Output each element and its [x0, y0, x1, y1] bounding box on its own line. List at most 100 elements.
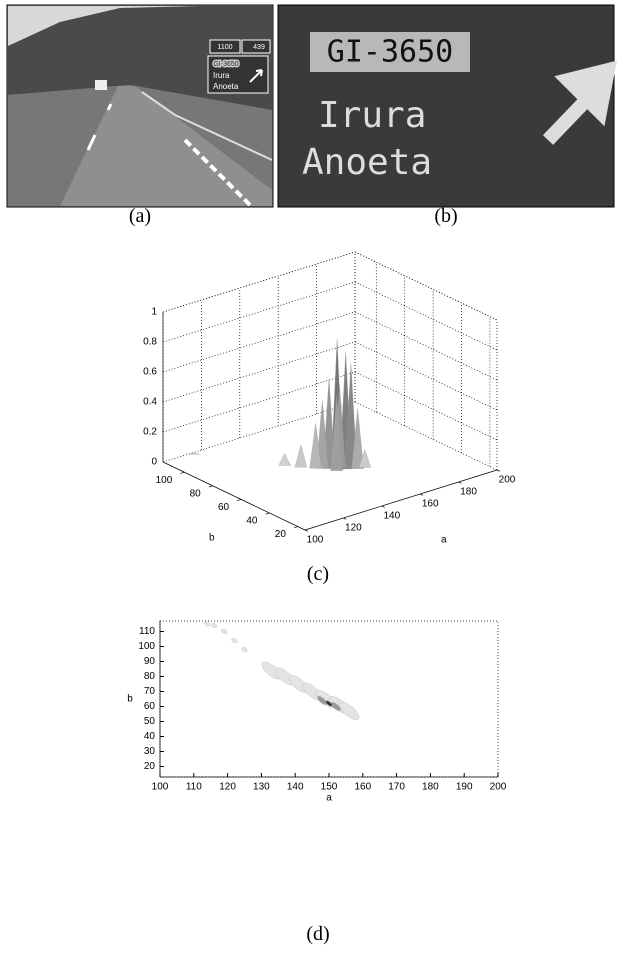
- box-edge: [354, 251, 498, 321]
- x-tick-label: 160: [422, 499, 439, 510]
- grid-line: [354, 371, 498, 441]
- x-tick-label: 170: [388, 782, 405, 793]
- y-tick-label: 40: [144, 731, 156, 742]
- tick-mark: [180, 471, 185, 474]
- grid-line: [354, 311, 498, 381]
- caption: (b): [434, 205, 457, 227]
- photo-a: [6, 4, 274, 208]
- grid-line: [354, 341, 498, 411]
- sign-town: Anoeta: [302, 142, 432, 183]
- z-tick-label: 0: [151, 457, 157, 468]
- tick-mark: [304, 529, 308, 532]
- y-tick-label: 80: [144, 671, 156, 682]
- y-tick-label: 20: [144, 761, 156, 772]
- grid-line: [162, 401, 356, 463]
- contour-blob: [325, 700, 333, 707]
- surface-spike: [294, 444, 308, 468]
- x-tick-label: 100: [152, 782, 169, 793]
- y-tick-label: 40: [246, 516, 258, 527]
- contour-blob: [330, 701, 341, 712]
- x-axis-label: a: [441, 535, 447, 546]
- surface-spike: [351, 408, 364, 469]
- z-tick-label: 0.6: [143, 367, 157, 378]
- surface-spike: [188, 452, 201, 455]
- tick-mark: [458, 481, 462, 484]
- z-tick-label: 1: [151, 307, 157, 318]
- tick-mark: [343, 517, 347, 520]
- tick-mark: [293, 526, 299, 529]
- y-tick-label: 20: [275, 529, 287, 540]
- x-tick-label: 160: [354, 782, 371, 793]
- box-edge: [162, 251, 356, 313]
- axis-line: [304, 469, 498, 531]
- x-tick-label: 180: [422, 782, 439, 793]
- contour-blob: [339, 702, 360, 720]
- x-tick-label: 100: [307, 535, 324, 546]
- x-tick-label: 150: [321, 782, 338, 793]
- x-tick-label: 120: [219, 782, 236, 793]
- sign-distance: 1100: [217, 44, 232, 51]
- caption: (c): [307, 563, 329, 585]
- contour-blob: [221, 629, 228, 634]
- grid-line: [162, 281, 356, 343]
- sign-town: Irura: [213, 71, 230, 80]
- x-tick-label: 190: [456, 782, 473, 793]
- tick-mark: [381, 505, 385, 508]
- contour-blob: [241, 647, 248, 652]
- y-tick-label: 100: [138, 641, 155, 652]
- sign-exit: 439: [253, 44, 265, 51]
- x-tick-label: 130: [253, 782, 270, 793]
- x-tick-label: 110: [186, 782, 202, 793]
- y-tick-label: 70: [144, 686, 156, 697]
- surface-spike: [278, 453, 291, 466]
- sign-road: GI-3650: [213, 61, 238, 68]
- y-tick-label: 30: [144, 746, 156, 757]
- tick-mark: [265, 512, 270, 515]
- y-tick-label: 50: [144, 716, 156, 727]
- x-tick-label: 200: [490, 782, 507, 793]
- x-tick-label: 180: [460, 487, 477, 498]
- tick-mark: [420, 493, 424, 496]
- grid-line: [162, 341, 356, 403]
- tick-mark: [208, 485, 213, 488]
- tick-mark: [237, 499, 242, 501]
- contour-blob: [231, 638, 238, 643]
- y-tick-label: 90: [144, 656, 156, 667]
- sign-road: GI-3650: [327, 35, 453, 70]
- grid-line: [162, 311, 356, 373]
- z-tick-label: 0.2: [143, 427, 157, 438]
- contour-blob: [211, 623, 218, 628]
- y-tick-label: 110: [139, 626, 155, 637]
- z-tick-label: 0.8: [143, 337, 157, 348]
- grid-line: [162, 371, 356, 433]
- contour-blob: [317, 695, 328, 706]
- x-axis-label: a: [326, 793, 332, 804]
- x-tick-label: 120: [345, 523, 362, 534]
- arrow: [542, 60, 617, 145]
- surface-spike: [358, 449, 372, 468]
- y-tick-label: 60: [218, 502, 230, 513]
- surface-spike: [309, 423, 322, 469]
- y-tick-label: 60: [144, 701, 156, 712]
- y-tick-label: 100: [156, 475, 173, 486]
- y-tick-label: 80: [190, 488, 202, 499]
- x-tick-label: 140: [383, 511, 400, 522]
- surface-spike: [344, 363, 358, 469]
- caption: (d): [306, 923, 329, 945]
- y-axis-label: b: [127, 694, 133, 705]
- sign-town: Irura: [318, 95, 426, 136]
- contour-blob: [204, 621, 211, 627]
- surface-spike: [330, 395, 343, 471]
- grid-line: [354, 281, 498, 351]
- road-box: [310, 32, 470, 72]
- z-tick-label: 0.4: [143, 397, 157, 408]
- caption: (a): [129, 205, 151, 227]
- tick-mark: [496, 469, 500, 472]
- axis-line: [162, 461, 306, 531]
- x-tick-label: 200: [499, 475, 516, 486]
- sign-town: Anoeta: [213, 82, 239, 91]
- x-tick-label: 140: [287, 782, 304, 793]
- grid-line: [354, 401, 498, 471]
